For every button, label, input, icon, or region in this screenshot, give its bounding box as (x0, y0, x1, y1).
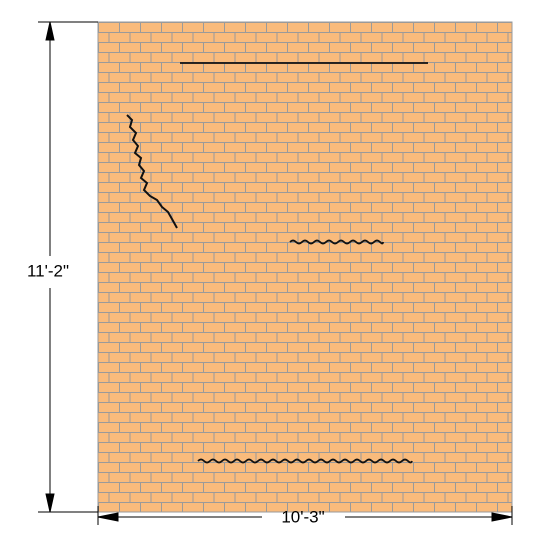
height-label: 11'-2" (27, 261, 69, 280)
width-label: 10'-3" (281, 507, 324, 526)
cracks (126, 62, 428, 464)
crack-wavy (289, 239, 384, 245)
brick-wall (97, 21, 513, 513)
height-dimension (38, 21, 98, 513)
crack-diagonal (126, 114, 178, 229)
width-dimension (97, 506, 513, 525)
crack-wavy (197, 458, 413, 464)
